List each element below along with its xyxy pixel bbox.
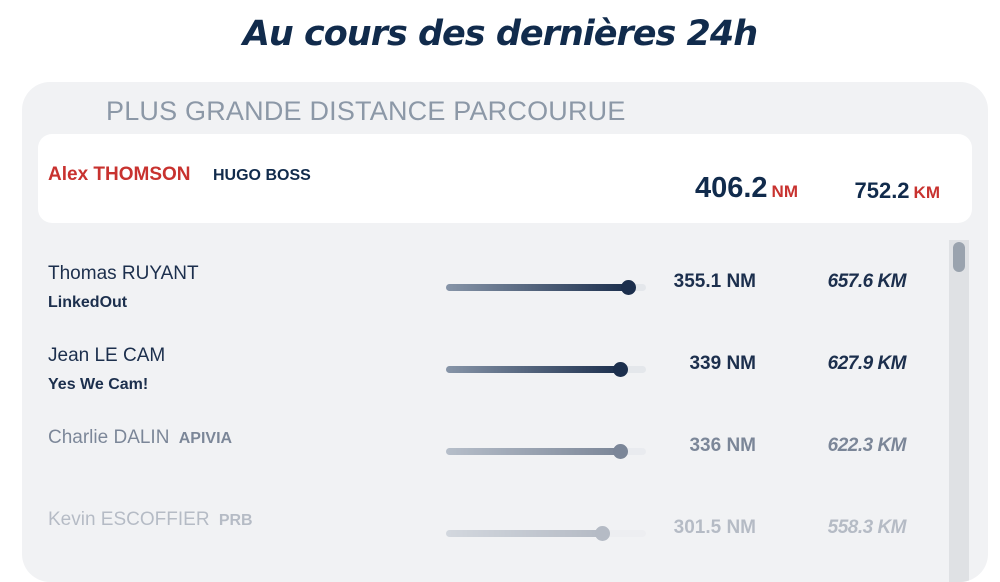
- ranking-row[interactable]: Kevin ESCOFFIER PRB 301.5 NM 558.3 KM: [22, 509, 952, 579]
- skipper-name: Thomas RUYANT: [48, 263, 199, 284]
- progress-knob: [613, 362, 628, 377]
- scrollbar-thumb[interactable]: [953, 242, 965, 272]
- boat-name: LinkedOut: [48, 294, 128, 311]
- page-title: Au cours des dernières 24h: [242, 14, 758, 54]
- progress-knob: [595, 526, 610, 541]
- leader-km-unit: KM: [913, 183, 940, 202]
- leader-distance-nm: 406.2 NM: [695, 172, 798, 205]
- distance-nm: 339 NM: [689, 353, 756, 374]
- progress-fill: [446, 448, 620, 455]
- skipper-name: Jean LE CAM: [48, 345, 166, 366]
- scrollbar-track[interactable]: [949, 240, 969, 582]
- progress-fill: [446, 530, 602, 537]
- progress-fill: [446, 366, 620, 373]
- distance-progress-bar: [446, 526, 646, 541]
- distance-ranking-card: PLUS GRANDE DISTANCE PARCOURUE Alex THOM…: [22, 82, 988, 582]
- leader-nm-unit: NM: [771, 182, 798, 201]
- leader-distance-km: 752.2 KM: [854, 178, 940, 204]
- boat-name: APIVIA: [178, 430, 233, 447]
- skipper-name: Kevin ESCOFFIER PRB: [48, 509, 253, 531]
- ranking-row[interactable]: Thomas RUYANT LinkedOut 355.1 NM 657.6 K…: [22, 263, 952, 333]
- ranking-row[interactable]: Charlie DALIN APIVIA 336 NM 622.3 KM: [22, 427, 952, 497]
- distance-progress-bar: [446, 362, 646, 377]
- boat-name: PRB: [218, 512, 253, 529]
- distance-km: 622.3 KM: [827, 435, 907, 456]
- leader-row[interactable]: Alex THOMSON HUGO BOSS 406.2 NM 752.2 KM: [38, 134, 972, 223]
- ranking-row[interactable]: Jean LE CAM Yes We Cam! 339 NM 627.9 KM: [22, 345, 952, 415]
- card-title: PLUS GRANDE DISTANCE PARCOURUE: [106, 96, 626, 126]
- distance-nm: 355.1 NM: [673, 271, 756, 292]
- leader-skipper-name: Alex THOMSON: [48, 164, 191, 185]
- skipper-name-text: Kevin ESCOFFIER: [48, 509, 210, 530]
- skipper-name-text: Charlie DALIN: [48, 427, 170, 448]
- distance-km: 657.6 KM: [827, 271, 907, 292]
- distance-nm: 336 NM: [689, 435, 756, 456]
- distance-progress-bar: [446, 280, 646, 295]
- progress-knob: [621, 280, 636, 295]
- skipper-name: Charlie DALIN APIVIA: [48, 427, 232, 449]
- leader-boat-name: HUGO BOSS: [213, 167, 311, 184]
- progress-knob: [613, 444, 628, 459]
- leader-nm-value: 406.2: [694, 172, 768, 204]
- distance-nm: 301.5 NM: [673, 517, 756, 538]
- leader-km-value: 752.2: [854, 178, 910, 203]
- distance-km: 558.3 KM: [827, 517, 907, 538]
- progress-fill: [446, 284, 628, 291]
- distance-km: 627.9 KM: [827, 353, 907, 374]
- distance-progress-bar: [446, 444, 646, 459]
- boat-name: Yes We Cam!: [48, 376, 149, 393]
